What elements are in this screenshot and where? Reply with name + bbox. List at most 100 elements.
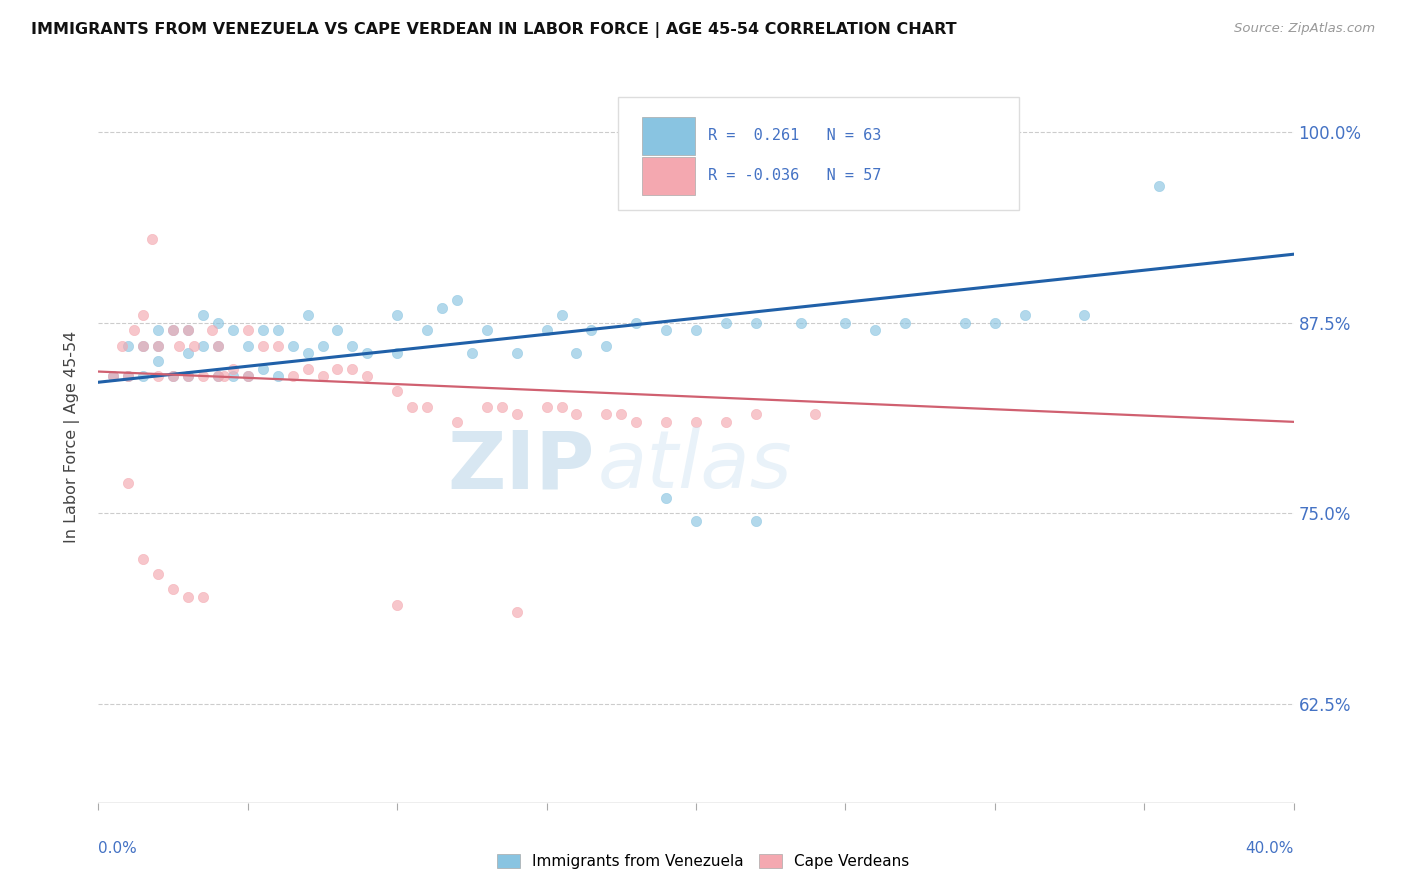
Point [714, 415, 737, 429]
Point [714, 316, 737, 330]
Point [236, 339, 259, 353]
Point [655, 491, 678, 505]
Point [789, 316, 811, 330]
Point [191, 369, 214, 384]
Point [506, 605, 529, 619]
Point [326, 323, 349, 337]
Point [311, 339, 333, 353]
Point [148, 369, 170, 384]
Point [565, 346, 588, 360]
Point [207, 316, 229, 330]
Point [177, 369, 200, 384]
Point [267, 323, 290, 337]
Point [655, 323, 678, 337]
Point [267, 369, 290, 384]
Point [356, 346, 378, 360]
Point [177, 590, 200, 604]
Point [685, 323, 707, 337]
Point [191, 590, 214, 604]
Point [177, 346, 200, 360]
Point [191, 308, 214, 322]
Point [103, 369, 125, 384]
Point [162, 369, 184, 384]
Point [550, 308, 572, 322]
Point [148, 339, 170, 353]
Text: IMMIGRANTS FROM VENEZUELA VS CAPE VERDEAN IN LABOR FORCE | AGE 45-54 CORRELATION: IMMIGRANTS FROM VENEZUELA VS CAPE VERDEA… [31, 22, 956, 38]
Point [984, 316, 1007, 330]
Point [222, 369, 245, 384]
Point [222, 323, 245, 337]
Point [177, 323, 200, 337]
Point [685, 514, 707, 528]
Point [252, 339, 274, 353]
Point [207, 339, 229, 353]
Point [894, 316, 917, 330]
Point [117, 369, 139, 384]
Point [201, 323, 224, 337]
Point [685, 415, 707, 429]
Text: 40.0%: 40.0% [1246, 841, 1294, 856]
Point [595, 339, 617, 353]
Y-axis label: In Labor Force | Age 45-54: In Labor Force | Age 45-54 [63, 331, 80, 543]
Point [416, 323, 439, 337]
Text: R = -0.036   N = 57: R = -0.036 N = 57 [709, 169, 882, 184]
Text: Source: ZipAtlas.com: Source: ZipAtlas.com [1234, 22, 1375, 36]
Point [834, 316, 856, 330]
Point [745, 407, 768, 421]
Point [385, 598, 409, 612]
Point [446, 293, 468, 307]
Point [162, 369, 184, 384]
Point [804, 407, 827, 421]
Point [356, 369, 378, 384]
Point [148, 339, 170, 353]
Point [132, 308, 155, 322]
Text: R =  0.261   N = 63: R = 0.261 N = 63 [709, 128, 882, 144]
Point [446, 415, 468, 429]
Point [236, 323, 259, 337]
Point [581, 323, 603, 337]
Point [117, 369, 139, 384]
Point [148, 323, 170, 337]
Point [267, 339, 290, 353]
Text: atlas: atlas [598, 427, 793, 506]
Point [167, 339, 190, 353]
Text: ZIP: ZIP [447, 427, 595, 506]
Point [191, 339, 214, 353]
Point [117, 475, 139, 490]
Point [162, 323, 184, 337]
Point [281, 339, 304, 353]
Point [461, 346, 484, 360]
Point [626, 415, 648, 429]
Point [207, 339, 229, 353]
Point [207, 369, 229, 384]
Point [252, 323, 274, 337]
Point [132, 339, 155, 353]
Point [745, 514, 768, 528]
Point [385, 346, 409, 360]
Point [222, 361, 245, 376]
Point [252, 361, 274, 376]
Point [953, 316, 976, 330]
Point [536, 400, 558, 414]
Text: 0.0%: 0.0% [98, 841, 138, 856]
Point [1073, 308, 1095, 322]
Point [148, 567, 170, 582]
Point [236, 369, 259, 384]
Point [626, 316, 648, 330]
Point [401, 400, 423, 414]
Point [162, 582, 184, 597]
Point [177, 323, 200, 337]
Point [326, 361, 349, 376]
Point [132, 339, 155, 353]
Point [655, 415, 678, 429]
Point [342, 339, 364, 353]
Point [416, 400, 439, 414]
FancyBboxPatch shape [643, 117, 695, 154]
Point [148, 354, 170, 368]
Point [141, 232, 163, 246]
Legend: Immigrants from Venezuela, Cape Verdeans: Immigrants from Venezuela, Cape Verdeans [491, 848, 915, 875]
Point [506, 407, 529, 421]
Point [124, 323, 146, 337]
Point [132, 369, 155, 384]
Point [745, 316, 768, 330]
